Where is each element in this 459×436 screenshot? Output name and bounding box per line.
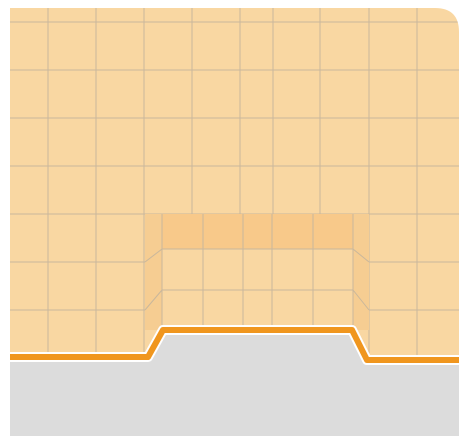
tile-wall-illustration (0, 0, 459, 436)
niche-right-side (353, 214, 369, 330)
niche-top-band (162, 214, 353, 249)
niche-left-side (145, 214, 162, 330)
page (0, 0, 459, 436)
niche (145, 214, 369, 330)
wall (10, 8, 459, 436)
